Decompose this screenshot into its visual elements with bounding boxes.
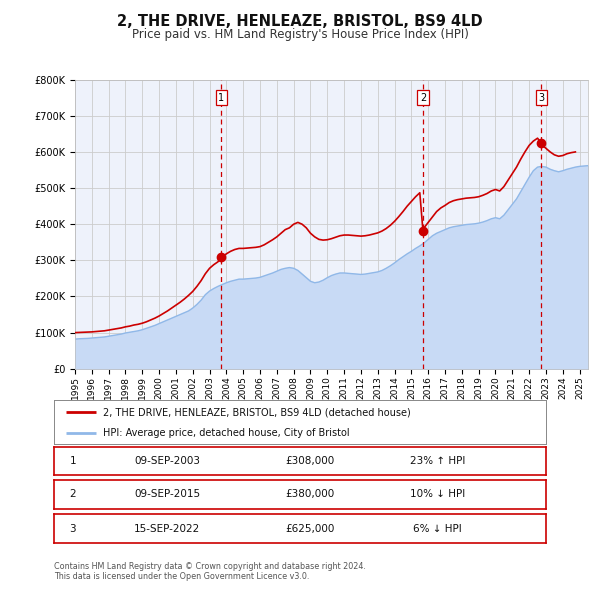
Text: This data is licensed under the Open Government Licence v3.0.: This data is licensed under the Open Gov… [54, 572, 310, 581]
Text: 15-SEP-2022: 15-SEP-2022 [134, 524, 200, 533]
Text: 10% ↓ HPI: 10% ↓ HPI [410, 490, 466, 499]
Text: 3: 3 [538, 93, 544, 103]
Text: 09-SEP-2003: 09-SEP-2003 [134, 456, 200, 466]
Text: Price paid vs. HM Land Registry's House Price Index (HPI): Price paid vs. HM Land Registry's House … [131, 28, 469, 41]
Text: 2, THE DRIVE, HENLEAZE, BRISTOL, BS9 4LD: 2, THE DRIVE, HENLEAZE, BRISTOL, BS9 4LD [117, 14, 483, 28]
Text: 09-SEP-2015: 09-SEP-2015 [134, 490, 200, 499]
Text: Contains HM Land Registry data © Crown copyright and database right 2024.: Contains HM Land Registry data © Crown c… [54, 562, 366, 571]
Text: 6% ↓ HPI: 6% ↓ HPI [413, 524, 462, 533]
Text: 2: 2 [420, 93, 426, 103]
Text: 3: 3 [70, 524, 76, 533]
Text: £625,000: £625,000 [285, 524, 335, 533]
Text: 1: 1 [218, 93, 224, 103]
Text: HPI: Average price, detached house, City of Bristol: HPI: Average price, detached house, City… [103, 428, 350, 438]
Text: 23% ↑ HPI: 23% ↑ HPI [410, 456, 466, 466]
Text: 2, THE DRIVE, HENLEAZE, BRISTOL, BS9 4LD (detached house): 2, THE DRIVE, HENLEAZE, BRISTOL, BS9 4LD… [103, 408, 411, 417]
Text: 2: 2 [70, 490, 76, 499]
Text: £380,000: £380,000 [285, 490, 334, 499]
Text: £308,000: £308,000 [285, 456, 334, 466]
Text: 1: 1 [70, 456, 76, 466]
